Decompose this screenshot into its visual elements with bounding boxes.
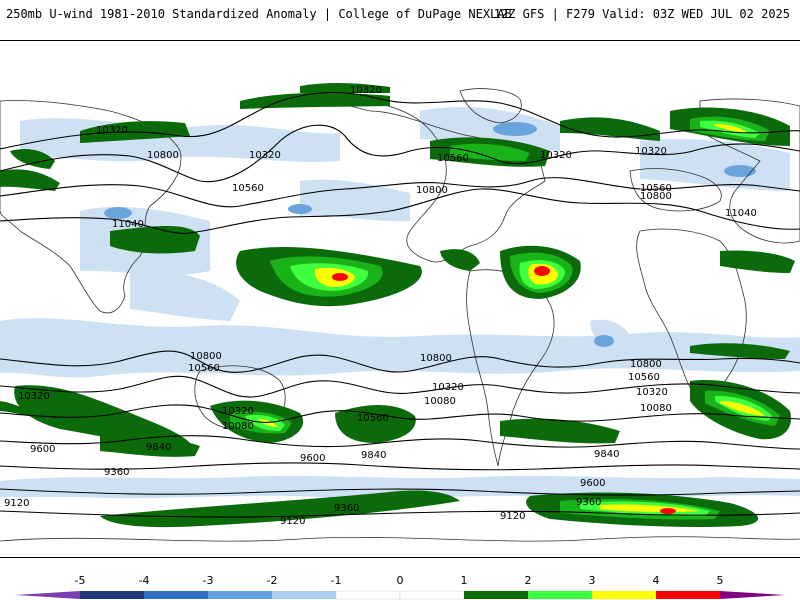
contour-label: 10320 xyxy=(540,150,572,161)
height-contours xyxy=(0,92,800,518)
colorbar-segment xyxy=(399,590,465,600)
contour-label: 11040 xyxy=(725,208,757,219)
colorbar-tick-label: 1 xyxy=(461,574,468,587)
contour-label: 10560 xyxy=(628,372,660,383)
colorbar-tick-label: 4 xyxy=(653,574,660,587)
contour-label: 9600 xyxy=(580,478,605,489)
colorbar-arrow-right xyxy=(720,591,785,599)
colorbar-segment xyxy=(464,591,528,599)
contour-label: 10080 xyxy=(640,403,672,414)
contour-label: 9840 xyxy=(361,450,386,461)
map-canvas: 10320 10320 10800 10320 10560 11040 1056… xyxy=(0,83,800,542)
contour-label: 10800 xyxy=(147,150,179,161)
contour-label: 10800 xyxy=(190,351,222,362)
colorbar-segment xyxy=(144,591,208,599)
contour-label: 9360 xyxy=(334,503,359,514)
header: 250mb U-wind 1981-2010 Standardized Anom… xyxy=(0,0,800,30)
colorbar-tick-label: 3 xyxy=(589,574,596,587)
contour-label-group: 10320 10320 10800 10320 10560 11040 1056… xyxy=(4,85,757,527)
colorbar-tick-label: 5 xyxy=(717,574,724,587)
contour-label: 10320 xyxy=(96,125,128,136)
contour-label: 10560 xyxy=(188,363,220,374)
contour-label: 10320 xyxy=(432,382,464,393)
contour-label: 10800 xyxy=(420,353,452,364)
contour-label: 10800 xyxy=(416,185,448,196)
contour-label: 9120 xyxy=(280,516,305,527)
colorbar-tick-label: 0 xyxy=(397,574,404,587)
colorbar-segment xyxy=(80,591,144,599)
positive-anomaly-shading xyxy=(0,83,795,528)
contour-label: 9600 xyxy=(30,444,55,455)
colorbar-tick-label: -4 xyxy=(139,574,150,587)
colorbar-segment xyxy=(335,590,401,600)
map-panel[interactable]: 10320 10320 10800 10320 10560 11040 1056… xyxy=(0,40,800,558)
contour-label: 10320 xyxy=(636,387,668,398)
contour-label: 10560 xyxy=(232,183,264,194)
colorbar-segment xyxy=(656,591,720,599)
colorbar-tick-label: -5 xyxy=(75,574,86,587)
contour-label: 10560 xyxy=(640,183,672,194)
colorbar-segment xyxy=(208,591,272,599)
contour-label: 10800 xyxy=(630,359,662,370)
contour-label: 9120 xyxy=(4,498,29,509)
colorbar-tick-label: -1 xyxy=(331,574,342,587)
contour-label: 9840 xyxy=(594,449,619,460)
colorbar-segment xyxy=(528,591,592,599)
contour-label: 10320 xyxy=(350,85,382,96)
contour-label: 9360 xyxy=(104,467,129,478)
contour-label: 10320 xyxy=(222,406,254,417)
contour-label: 10080 xyxy=(424,396,456,407)
colorbar-tick-label: -3 xyxy=(203,574,214,587)
colorbar-segments xyxy=(15,590,785,600)
contour-label: 10320 xyxy=(18,391,50,402)
contour-label: 10560 xyxy=(357,413,389,424)
colorbar-svg: -5 -4 -3 -2 -1 0 1 2 3 4 5 xyxy=(15,574,785,600)
colorbar-segment xyxy=(592,591,656,599)
colorbar-ticks: -5 -4 -3 -2 -1 0 1 2 3 4 5 xyxy=(75,574,724,587)
colorbar: -5 -4 -3 -2 -1 0 1 2 3 4 5 xyxy=(0,568,800,600)
colorbar-tick-label: 2 xyxy=(525,574,532,587)
colorbar-arrow-left xyxy=(15,591,80,599)
contour-label: 9840 xyxy=(146,442,171,453)
contour-label: 9360 xyxy=(576,497,601,508)
contour-label: 10800 xyxy=(640,191,672,202)
contour-label: 10320 xyxy=(635,146,667,157)
contour-label: 10080 xyxy=(222,421,254,432)
strong-negative-anomaly xyxy=(104,122,756,347)
contour-label: 11040 xyxy=(112,219,144,230)
contour-label: 10560 xyxy=(437,153,469,164)
colorbar-segment xyxy=(272,591,336,599)
contour-label: 9600 xyxy=(300,453,325,464)
contour-label: 9120 xyxy=(500,511,525,522)
contour-label: 10320 xyxy=(249,150,281,161)
colorbar-tick-label: -2 xyxy=(267,574,278,587)
run-info: 12Z GFS | F279 Valid: 03Z WED JUL 02 202… xyxy=(493,7,790,21)
map-title: 250mb U-wind 1981-2010 Standardized Anom… xyxy=(6,7,512,21)
